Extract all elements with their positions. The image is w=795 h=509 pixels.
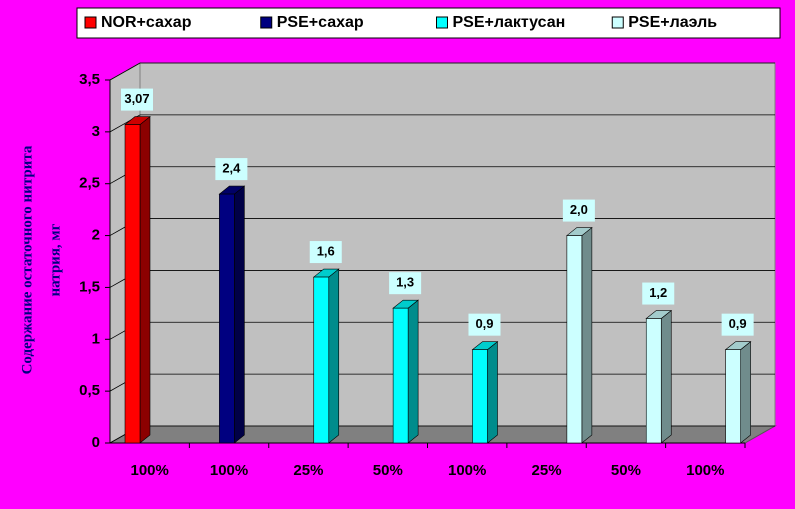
- x-tick-label: 100%: [448, 462, 486, 479]
- bar-front: [725, 349, 741, 444]
- grid-line: [109, 62, 775, 81]
- bar-front: [645, 318, 662, 444]
- bar-side: [740, 341, 751, 444]
- bar-side: [660, 309, 672, 444]
- value-label: 2,0: [570, 202, 588, 217]
- legend-swatch: [611, 16, 624, 29]
- bar-front: [219, 193, 235, 444]
- legend-box: [76, 7, 781, 39]
- value-label: 1,2: [649, 285, 667, 300]
- bar-front: [566, 235, 583, 444]
- value-label-box: [562, 199, 595, 222]
- bar: [471, 341, 499, 444]
- value-label-box: [389, 272, 422, 295]
- x-tick-label: 50%: [373, 462, 403, 479]
- value-label: 0,9: [729, 316, 747, 331]
- y-tick-label: 2,5: [79, 175, 100, 192]
- bar-side: [487, 341, 498, 444]
- value-label-box: [215, 158, 248, 181]
- x-tick-label: 100%: [210, 462, 248, 479]
- x-tick-label: 25%: [532, 462, 562, 479]
- bar-side: [234, 185, 245, 444]
- y-tick-label: 1: [92, 330, 100, 347]
- y-tick-label: 3,5: [79, 71, 100, 88]
- y-tick-label: 2: [92, 227, 100, 244]
- y-axis-label: Содержание остаточного нитрита: [19, 145, 35, 374]
- value-label: 1,6: [317, 243, 335, 258]
- legend-label: PSE+сахар: [277, 14, 364, 31]
- bar: [312, 268, 340, 444]
- legend-label: PSE+лаэль: [628, 14, 717, 31]
- value-label: 3,07: [124, 91, 149, 106]
- value-label-box: [309, 241, 342, 264]
- legend-label: NOR+сахар: [101, 14, 192, 31]
- y-tick-label: 0: [92, 434, 100, 451]
- x-tick-label: 100%: [131, 462, 169, 479]
- value-label-box: [721, 313, 754, 336]
- legend-swatch: [436, 16, 448, 29]
- legend-swatch: [84, 16, 97, 29]
- bar: [645, 309, 673, 444]
- value-label-box: [468, 313, 501, 336]
- y-tick-label: 3: [92, 123, 100, 140]
- y-tick-label: 1,5: [79, 278, 100, 295]
- grid-line: [109, 114, 775, 133]
- legend-label: PSE+лактусан: [453, 14, 566, 31]
- bar-side: [139, 115, 151, 444]
- bar: [566, 226, 593, 444]
- bar: [392, 299, 419, 444]
- x-tick-label: 25%: [293, 462, 323, 479]
- bar-front: [392, 307, 409, 444]
- floor: [108, 425, 777, 444]
- bar-front: [313, 276, 330, 444]
- legend-swatch: [260, 16, 273, 29]
- bar-side: [328, 268, 340, 444]
- bar: [218, 185, 246, 444]
- bar: [724, 341, 752, 444]
- value-label-box: [642, 282, 675, 305]
- y-tick-label: 0,5: [79, 382, 100, 399]
- bar-front: [124, 124, 141, 444]
- value-label: 1,3: [396, 275, 414, 290]
- bar-side: [407, 299, 419, 444]
- x-tick-label: 100%: [686, 462, 724, 479]
- bar-front: [472, 349, 488, 444]
- value-label: 2,4: [222, 161, 241, 176]
- x-tick-label: 50%: [611, 462, 641, 479]
- bar-side: [581, 226, 593, 444]
- value-label-box: [121, 88, 153, 111]
- bar: [124, 115, 151, 444]
- value-label: 0,9: [475, 316, 493, 331]
- y-axis-label: натрия, мг: [47, 223, 63, 296]
